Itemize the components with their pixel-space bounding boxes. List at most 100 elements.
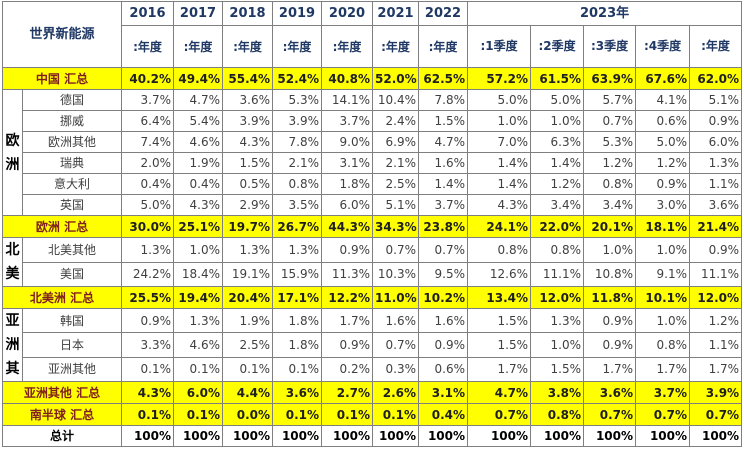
quarter-header-q1: :1季度: [467, 25, 532, 68]
value-cell: 100%: [689, 425, 743, 447]
value-cell: 62.0%: [689, 67, 743, 90]
value-cell: 7.4%: [121, 131, 175, 153]
value-cell: 100%: [635, 425, 691, 447]
value-cell: 6.9%: [372, 131, 420, 153]
value-cell: 11.1%: [689, 261, 743, 287]
value-cell: 12.2%: [321, 286, 374, 309]
value-cell: 3.8%: [530, 381, 585, 404]
value-cell: 5.0%: [530, 89, 585, 111]
value-cell: 12.6%: [467, 261, 532, 287]
row-label: 北美其他: [21, 237, 123, 263]
value-cell: 0.8%: [272, 173, 323, 195]
value-cell: 3.7%: [321, 110, 374, 132]
value-cell: 61.5%: [530, 67, 585, 90]
table-row: 亚洲其他 0.1% 0.1% 0.1% 0.1% 0.2% 0.3% 0.6% 1.7% 1.5%…: [3, 356, 743, 383]
value-cell: 10.8%: [583, 261, 637, 287]
summary-label: 亚洲其他 汇总: [1, 381, 123, 404]
year-header-2020: 2020: [321, 1, 374, 26]
value-cell: 19.4%: [173, 286, 224, 309]
table-row: 欧洲 德国 3.7% 4.7% 3.6% 5.3% 14.1% 10.4% 7.8% 5.0% 5.…: [2, 89, 743, 216]
unit-label: :年度: [173, 25, 224, 68]
value-cell: 6.0%: [689, 131, 743, 153]
value-cell: 4.3%: [222, 131, 274, 153]
year-header-2016: 2016: [121, 1, 175, 26]
value-cell: 40.8%: [321, 67, 374, 90]
value-cell: 10.2%: [418, 286, 469, 309]
unit-label: :年度: [418, 25, 469, 68]
value-cell: 13.4%: [467, 286, 532, 309]
value-cell: 0.1%: [272, 356, 323, 383]
quarter-header-q3: :3季度: [583, 25, 637, 68]
value-cell: 11.1%: [530, 261, 585, 287]
value-cell: 3.3%: [121, 332, 175, 358]
row-label: 英国: [21, 194, 123, 216]
table-title: 世界新能源: [1, 1, 123, 68]
table-row: 英国 5.0% 4.3% 2.9% 3.5% 6.0% 5.1% 3.7% 4.3% 3.4% 3.…: [3, 194, 743, 216]
value-cell: 0.8%: [530, 237, 585, 263]
value-cell: 12.0%: [689, 286, 743, 309]
value-cell: 6.0%: [321, 194, 374, 216]
value-cell: 1.2%: [635, 152, 691, 174]
value-cell: 0.9%: [321, 332, 374, 358]
value-cell: 0.9%: [418, 332, 469, 358]
row-label: 日本: [21, 332, 123, 358]
row-label: 挪威: [21, 110, 123, 132]
value-cell: 100%: [467, 425, 532, 447]
value-cell: 2.0%: [121, 152, 175, 174]
value-cell: 0.7%: [467, 403, 532, 426]
value-cell: 34.3%: [372, 215, 420, 238]
value-cell: 7.8%: [272, 131, 323, 153]
value-cell: 0.2%: [321, 356, 374, 383]
value-cell: 3.6%: [272, 381, 323, 404]
value-cell: 0.1%: [222, 356, 274, 383]
value-cell: 1.6%: [418, 307, 469, 334]
table-row: 亚洲其 韩国 0.9% 1.3% 1.9% 1.8% 1.7% 1.6% 1.6% 1.5% 1.3…: [2, 307, 743, 382]
value-cell: 0.6%: [635, 110, 691, 132]
total-label: 总计: [1, 425, 123, 447]
value-cell: 0.7%: [372, 237, 420, 263]
value-cell: 100%: [530, 425, 585, 447]
value-cell: 0.7%: [583, 403, 637, 426]
value-cell: 3.0%: [635, 194, 691, 216]
row-label: 亚洲其他: [21, 356, 123, 383]
value-cell: 3.1%: [418, 381, 469, 404]
unit-label: :年度: [121, 25, 175, 68]
value-cell: 3.6%: [222, 89, 274, 111]
year-header-2018: 2018: [222, 1, 274, 26]
value-cell: 4.4%: [222, 381, 274, 404]
value-cell: 3.4%: [583, 194, 637, 216]
value-cell: 0.0%: [222, 403, 274, 426]
quarter-header-q4: :4季度: [635, 25, 691, 68]
value-cell: 100%: [583, 425, 637, 447]
value-cell: 4.7%: [418, 131, 469, 153]
value-cell: 1.3%: [272, 237, 323, 263]
value-cell: 57.2%: [467, 67, 532, 90]
value-cell: 1.4%: [530, 152, 585, 174]
value-cell: 1.2%: [583, 152, 637, 174]
value-cell: 5.1%: [689, 89, 743, 111]
value-cell: 4.7%: [173, 89, 224, 111]
summary-row: 北美洲 汇总 25.5% 19.4% 20.4% 17.1% 12.2% 11.0% 10.2…: [1, 286, 743, 309]
value-cell: 1.3%: [530, 307, 585, 334]
value-cell: 1.7%: [321, 307, 374, 334]
value-cell: 0.9%: [321, 237, 374, 263]
value-cell: 1.8%: [272, 332, 323, 358]
table-row: 日本 3.3% 4.6% 2.5% 1.8% 0.9% 0.7% 0.9% 1.5% 1.0% 0.…: [3, 332, 743, 358]
year-header-2017: 2017: [173, 1, 224, 26]
value-cell: 0.1%: [321, 403, 374, 426]
value-cell: 5.3%: [272, 89, 323, 111]
region-label-north-america: 北美: [2, 237, 23, 287]
value-cell: 11.8%: [583, 286, 637, 309]
value-cell: 0.1%: [121, 403, 175, 426]
value-cell: 0.7%: [635, 403, 691, 426]
unit-label: :年度: [272, 25, 323, 68]
value-cell: 1.0%: [583, 237, 637, 263]
summary-label: 中国 汇总: [1, 67, 123, 90]
value-cell: 21.4%: [689, 215, 743, 238]
value-cell: 0.1%: [272, 403, 323, 426]
value-cell: 0.4%: [173, 173, 224, 195]
value-cell: 4.7%: [467, 381, 532, 404]
table-row: 欧洲其他 7.4% 4.6% 4.3% 7.8% 9.0% 6.9% 4.7% 7.0% 6.3%…: [3, 131, 743, 153]
value-cell: 2.5%: [222, 332, 274, 358]
value-cell: 4.6%: [173, 332, 224, 358]
